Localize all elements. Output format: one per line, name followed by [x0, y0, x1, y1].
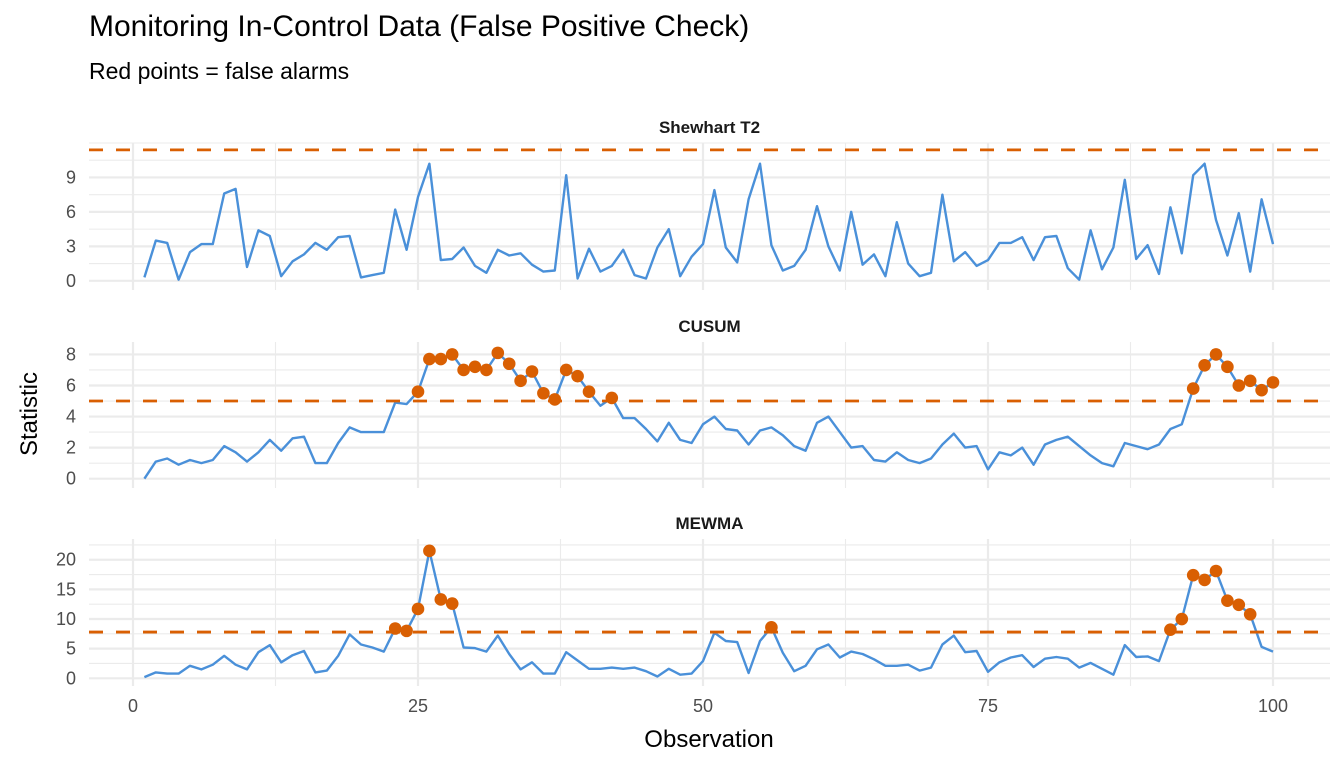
false-alarm-point [1186, 382, 1200, 395]
false-alarm-point [423, 352, 436, 366]
x-tick-label: 100 [1258, 696, 1288, 716]
false-alarm-point [388, 622, 402, 635]
y-tick-label: 10 [56, 609, 76, 629]
facet-panel-cusum: CUSUM 0 2 4 6 8 [66, 317, 1330, 489]
x-axis-title: Observation [644, 726, 773, 753]
false-alarm-point [605, 391, 619, 405]
x-tick-label: 25 [408, 696, 428, 716]
false-alarm-point [1198, 358, 1211, 372]
false-alarm-point [434, 352, 448, 366]
y-tick-label: 15 [56, 579, 76, 599]
facet-panel-mewma: MEWMA 0 5 10 15 20 [56, 514, 1330, 688]
y-tick-label: 5 [66, 639, 76, 659]
series-line [143, 549, 1274, 679]
false-alarm-point [445, 348, 459, 361]
x-tick-label: 0 [128, 696, 138, 716]
false-alarm-point [537, 386, 550, 400]
false-alarm-point [1243, 374, 1257, 388]
series-line [143, 351, 1274, 480]
y-tick-label: 0 [66, 469, 76, 489]
false-alarm-point [1198, 573, 1211, 587]
false-alarm-point [1221, 360, 1234, 374]
false-alarm-point [514, 374, 527, 388]
y-tick-label: 0 [66, 271, 76, 291]
false-alarm-point [423, 544, 436, 558]
false-alarm-point [411, 602, 425, 616]
y-tick-label: 6 [66, 375, 76, 395]
y-axis-title: Statistic [16, 372, 43, 456]
false-alarm-point [445, 597, 459, 610]
chart-title: Monitoring In-Control Data (False Positi… [89, 10, 750, 43]
facet-strip-label: CUSUM [678, 317, 740, 336]
false-alarm-point [1209, 564, 1223, 578]
facet-strip-label: MEWMA [676, 514, 744, 533]
y-tick-label: 0 [66, 668, 76, 688]
false-alarm-point [1221, 594, 1234, 607]
y-tick-label: 2 [66, 438, 76, 458]
false-alarm-point [502, 357, 516, 371]
y-tick-label: 3 [66, 236, 76, 256]
false-alarm-point [1209, 348, 1223, 361]
false-alarm-point [480, 363, 493, 377]
facet-strip-label: Shewhart T2 [659, 118, 760, 137]
y-tick-label: 8 [66, 344, 76, 364]
false-alarm-point [468, 360, 482, 374]
false-alarm-point [559, 363, 573, 377]
false-alarm-point [1243, 607, 1257, 621]
false-alarm-point [1266, 376, 1280, 389]
false-alarm-point [1175, 612, 1189, 626]
chart-subtitle: Red points = false alarms [89, 58, 350, 84]
false-alarm-point [1164, 623, 1177, 636]
series-line [143, 162, 1275, 281]
false-alarm-point [571, 369, 584, 383]
facet-panel-shewhart-t2: Shewhart T2 0 3 6 9 [66, 118, 1330, 291]
x-tick-label: 75 [978, 696, 998, 716]
y-tick-label: 6 [66, 202, 76, 222]
y-tick-label: 4 [66, 407, 76, 427]
false-alarm-point [457, 363, 470, 377]
x-tick-label: 50 [693, 696, 713, 716]
false-alarm-point [1232, 598, 1246, 612]
false-alarm-point [582, 385, 596, 399]
false-alarm-point [548, 393, 562, 406]
false-alarm-point [411, 385, 425, 399]
false-alarm-point [765, 621, 778, 634]
false-alarm-point [1255, 383, 1268, 397]
false-alarm-point [400, 624, 413, 638]
y-tick-label: 9 [66, 167, 76, 187]
y-tick-label: 20 [56, 550, 76, 570]
false-alarm-point [434, 593, 448, 606]
false-alarm-point [1232, 379, 1246, 392]
false-alarm-point [525, 365, 539, 378]
false-alarm-point [1186, 568, 1200, 582]
false-alarm-point [491, 346, 505, 360]
